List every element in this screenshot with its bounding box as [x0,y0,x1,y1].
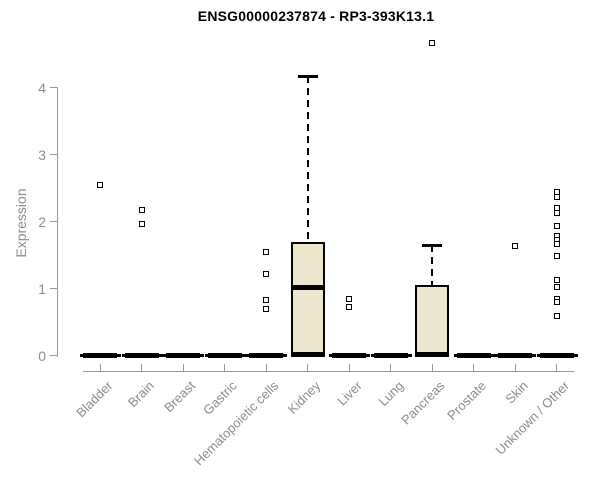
x-axis-tick [141,364,142,371]
upper-whisker [306,76,309,243]
x-tick-label: Gastric [200,378,241,418]
outlier-point [553,193,560,200]
y-axis-tick [50,355,57,356]
box [290,242,325,358]
y-tick-label: 3 [38,146,46,163]
outlier-point [263,296,269,303]
outlier-point [97,182,103,189]
collapsed-box [373,353,408,358]
x-tick-label: Lung [375,378,407,410]
whisker-cap [297,75,318,79]
outlier-point [263,306,269,313]
collapsed-box [332,353,366,358]
y-axis-tick [50,87,57,88]
outlier-point [553,276,560,283]
outlier-point [553,223,560,230]
y-axis-tick [50,221,57,222]
collapsed-whisker-right [490,354,495,357]
x-tick-label: Skin [502,378,531,407]
y-tick-label: 4 [38,79,46,96]
collapsed-box [207,353,242,358]
x-tick-label: Prostate [444,378,490,423]
collapsed-whisker-right [366,354,370,357]
x-axis-tick [514,364,516,371]
y-tick-label: 2 [38,213,46,230]
collapsed-box [456,353,491,358]
x-tick-label: Pancreas [398,378,448,428]
collapsed-whisker-right [200,354,204,357]
collapsed-box [166,353,200,358]
collapsed-box [124,353,159,358]
collapsed-whisker-left [370,354,374,357]
x-axis-tick [390,364,391,371]
outlier-point [512,242,518,249]
whisker-cap [422,243,442,247]
outlier-point [346,303,352,310]
collapsed-whisker-left [246,354,249,357]
x-axis-tick [99,364,101,371]
outlier-point [553,298,560,305]
y-axis-tick [50,288,57,289]
outlier-point [553,209,560,216]
box [415,285,449,358]
collapsed-box [249,353,283,358]
x-axis-tick [348,364,350,371]
collapsed-whisker-right [241,354,246,357]
median-line [292,285,323,291]
outlier-point [553,312,560,319]
collapsed-whisker-left [204,354,208,357]
outlier-point [346,295,352,302]
x-tick-label: Unknown / Other [492,378,573,458]
x-axis-tick [473,364,474,371]
collapsed-whisker-left [536,354,540,357]
x-axis-line [83,371,574,372]
collapsed-whisker-left [329,354,332,357]
collapsed-box [498,353,532,358]
collapsed-whisker-right [532,354,536,357]
collapsed-whisker-right [407,354,412,357]
outlier-point [553,284,560,291]
x-axis-tick [224,364,225,371]
x-tick-label: Bladder [73,378,116,421]
x-tick-label: Liver [334,378,365,409]
outlier-point [263,270,269,277]
collapsed-whisker-right [158,354,163,357]
collapsed-box [539,353,574,358]
collapsed-whisker-right [573,354,578,357]
y-tick-label: 1 [38,280,46,297]
collapsed-whisker-right [117,354,121,357]
x-tick-label: Brain [125,378,158,411]
outlier-point [138,220,145,227]
collapsed-whisker-right [283,354,287,357]
outlier-point [553,253,560,260]
collapsed-whisker-left [163,354,166,357]
outlier-point [553,241,560,248]
collapsed-whisker-left [495,354,498,357]
collapsed-whisker-left [453,354,457,357]
x-axis-tick [182,364,184,371]
upper-whisker [431,244,433,286]
y-axis-tick [50,154,57,155]
outlier-point [429,39,435,46]
y-tick-label: 0 [38,347,46,364]
collapsed-whisker-left [121,354,125,357]
x-axis-tick [265,364,267,371]
outlier-point [263,248,269,255]
x-tick-label: Kidney [284,378,324,417]
collapsed-whisker-left [80,354,83,357]
x-axis-tick [307,364,308,371]
outlier-point [138,207,145,214]
y-axis-line [57,87,58,357]
x-tick-label: Breast [161,378,199,416]
chart-title: ENSG00000237874 - RP3-393K13.1 [197,8,435,24]
x-axis-tick [556,364,557,371]
collapsed-box [83,353,117,358]
x-axis-tick [431,364,433,371]
